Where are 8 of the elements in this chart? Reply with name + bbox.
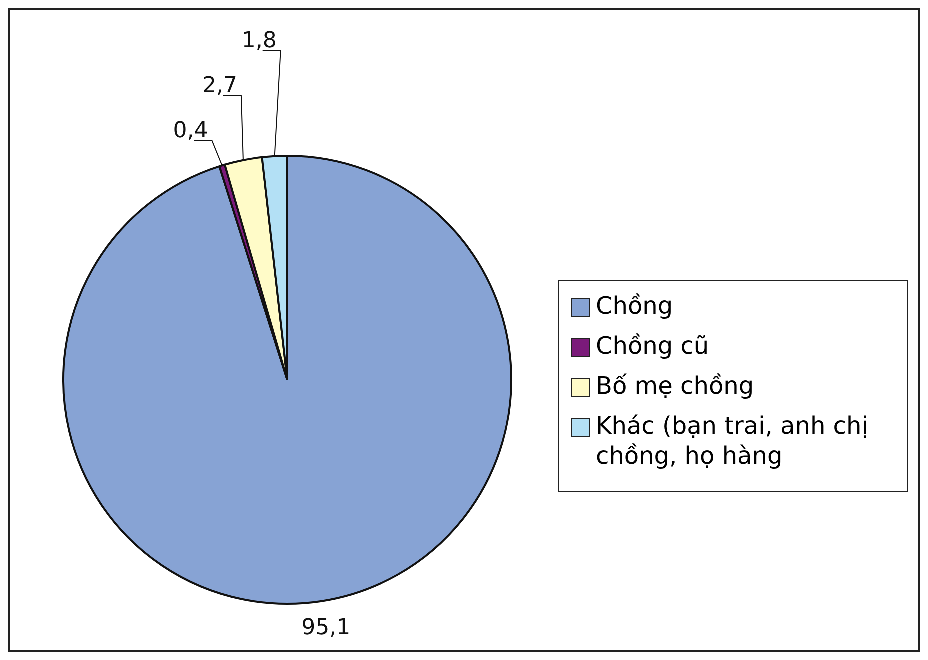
legend-label: Chồng xyxy=(596,291,674,321)
legend-label: Khác (bạn trai, anh chị chồng, họ hàng xyxy=(596,411,870,471)
legend-label: Chồng cũ xyxy=(596,331,710,361)
data-label: 1,8 xyxy=(242,28,277,54)
legend-label: Bố mẹ chồng xyxy=(596,371,754,401)
data-label: 2,7 xyxy=(202,74,238,99)
data-label: 95,1 xyxy=(302,616,351,641)
data-label: 0,4 xyxy=(173,118,208,144)
